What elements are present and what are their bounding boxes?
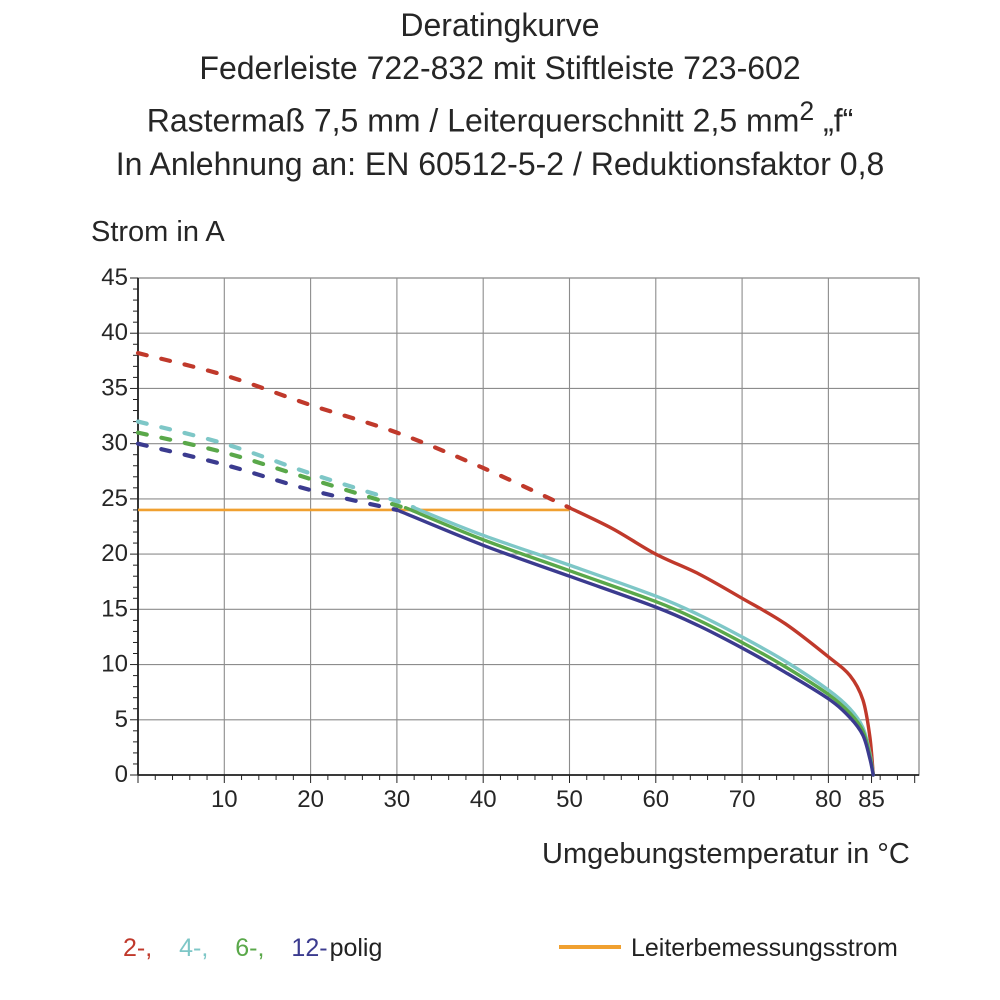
svg-text:10: 10: [211, 786, 238, 813]
svg-text:40: 40: [470, 786, 497, 813]
svg-text:25: 25: [101, 485, 128, 512]
svg-text:70: 70: [729, 786, 756, 813]
svg-text:80: 80: [815, 786, 842, 813]
svg-text:35: 35: [101, 374, 128, 401]
svg-text:30: 30: [101, 430, 128, 457]
svg-text:60: 60: [642, 786, 669, 813]
svg-text:0: 0: [115, 761, 128, 788]
svg-text:15: 15: [101, 595, 128, 622]
svg-text:85: 85: [858, 786, 885, 813]
svg-text:30: 30: [384, 786, 411, 813]
svg-text:45: 45: [101, 264, 128, 291]
svg-text:5: 5: [115, 706, 128, 733]
svg-text:20: 20: [297, 786, 324, 813]
svg-text:20: 20: [101, 540, 128, 567]
svg-text:40: 40: [101, 319, 128, 346]
svg-text:50: 50: [556, 786, 583, 813]
svg-text:10: 10: [101, 651, 128, 678]
